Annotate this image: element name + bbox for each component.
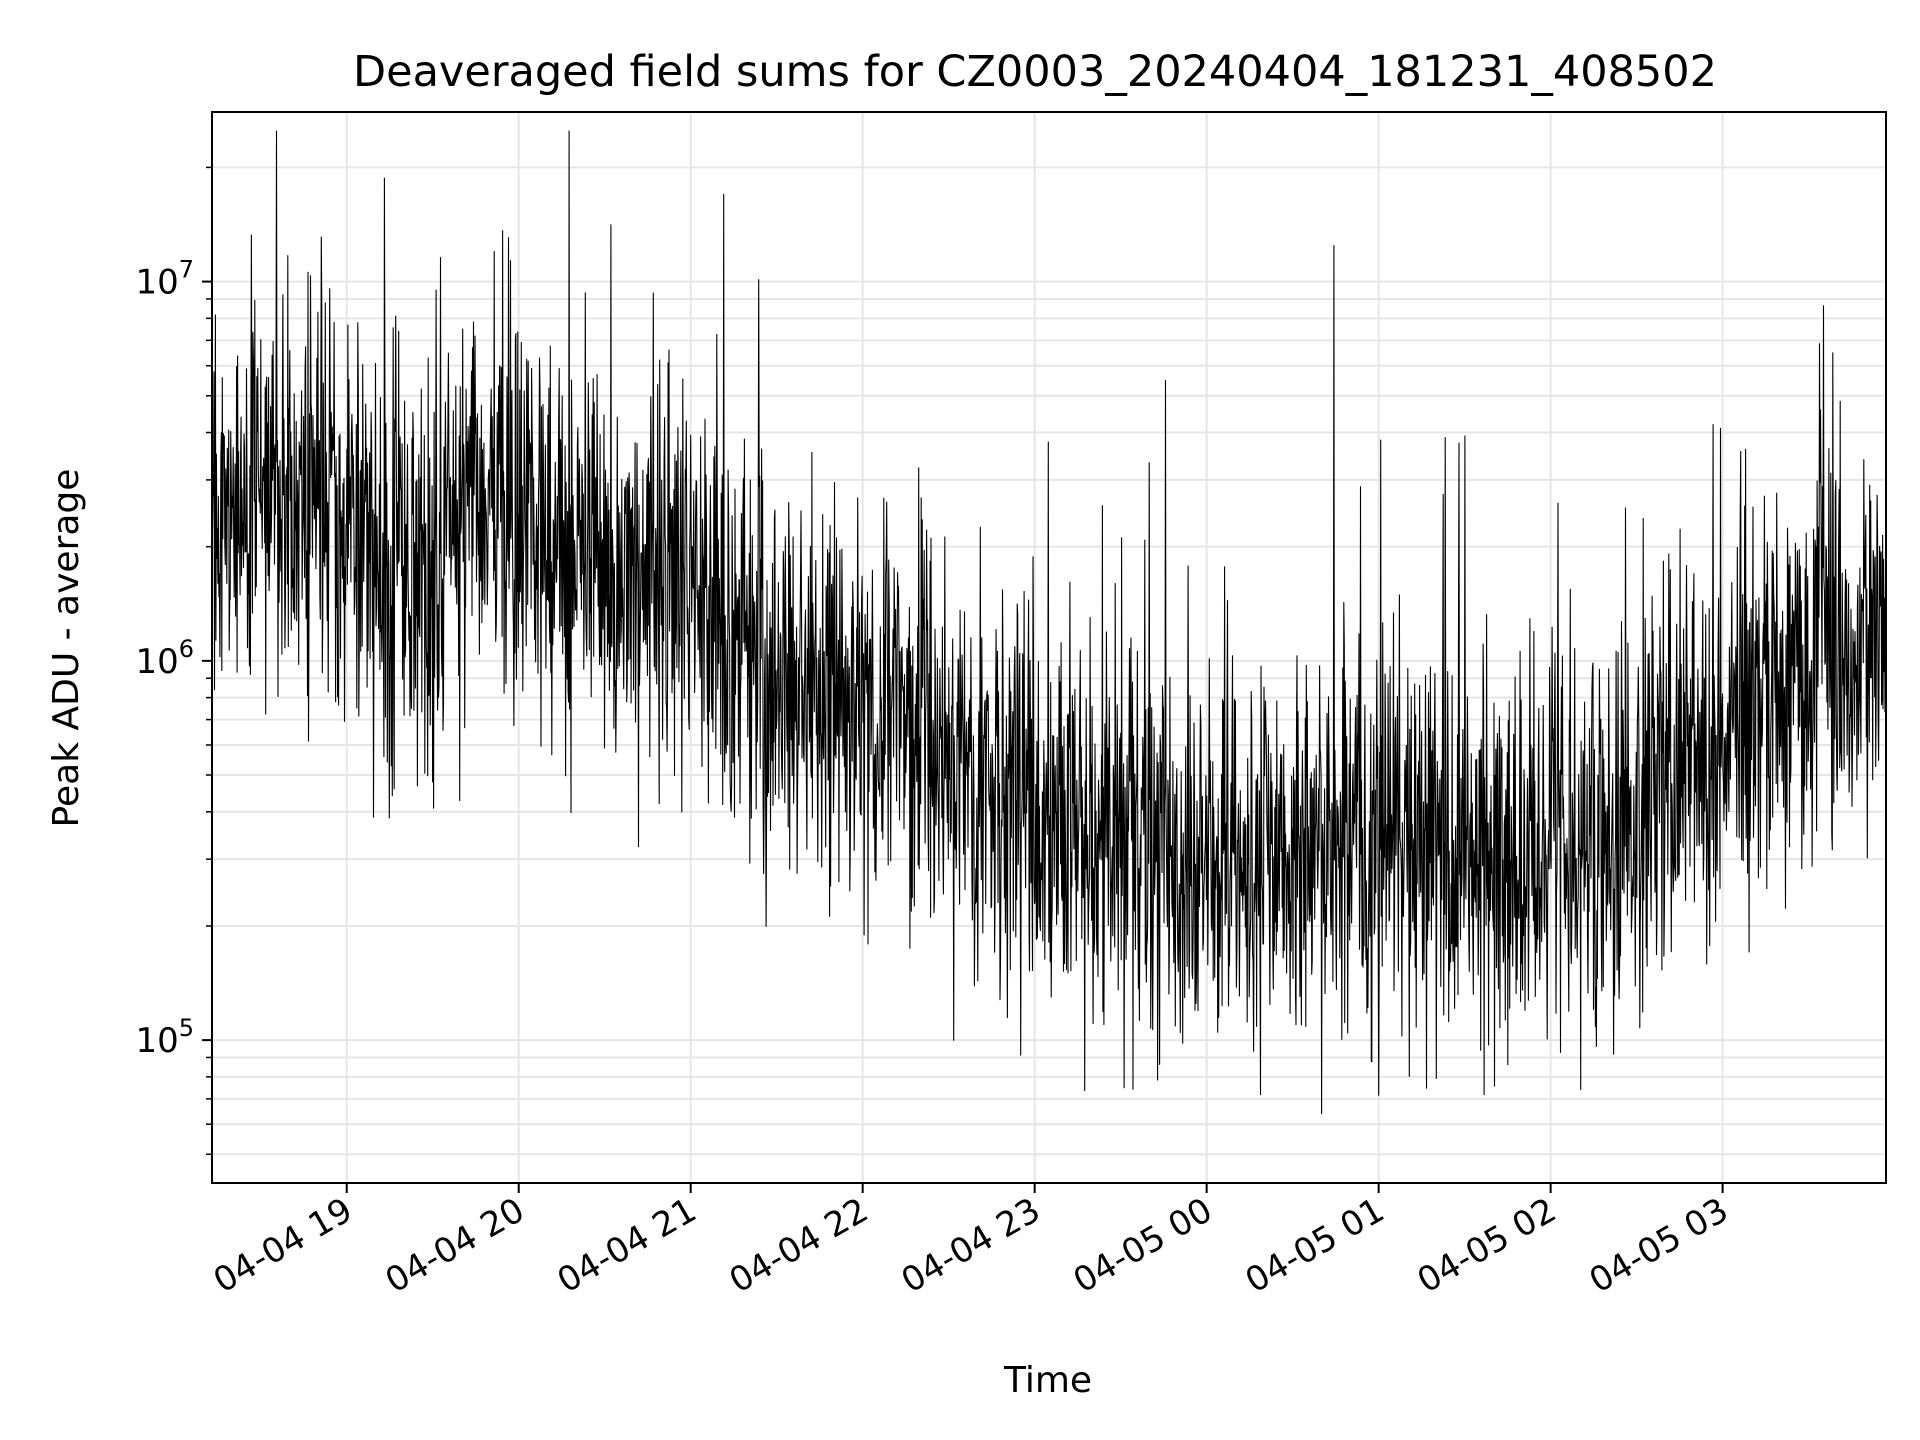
- grid-major: [212, 112, 1886, 1183]
- x-axis-label: Time: [1003, 1360, 1092, 1401]
- series-line: [211, 130, 1887, 1115]
- x-tick-label: 04-04 23: [895, 1190, 1047, 1301]
- plot-frame: [211, 111, 1887, 1184]
- x-axis-ticks: 04-04 19 04-04 20 04-04 21 04-04 22 04-04 23…: [207, 1183, 1735, 1301]
- y-axis-label: Peak ADU - average: [46, 469, 87, 828]
- series-layer: [211, 130, 1887, 1115]
- x-tick-label: 04-05 00: [1067, 1190, 1219, 1301]
- chart-title: Deaveraged field sums for CZ0003_2024040…: [353, 47, 1717, 97]
- y-axis-ticks: 105 106 107: [135, 166, 212, 1156]
- x-tick-label: 04-04 21: [551, 1190, 703, 1301]
- x-tick-label: 04-05 03: [1583, 1190, 1735, 1301]
- y-tick-label: 106: [135, 635, 194, 682]
- y-tick-label: 107: [135, 256, 194, 303]
- x-tick-label: 04-04 20: [379, 1190, 531, 1301]
- x-tick-label: 04-05 02: [1411, 1190, 1563, 1301]
- x-tick-label: 04-04 19: [207, 1190, 359, 1301]
- y-tick-label: 105: [135, 1014, 194, 1061]
- x-tick-label: 04-04 22: [723, 1190, 875, 1301]
- x-tick-label: 04-05 01: [1239, 1190, 1391, 1301]
